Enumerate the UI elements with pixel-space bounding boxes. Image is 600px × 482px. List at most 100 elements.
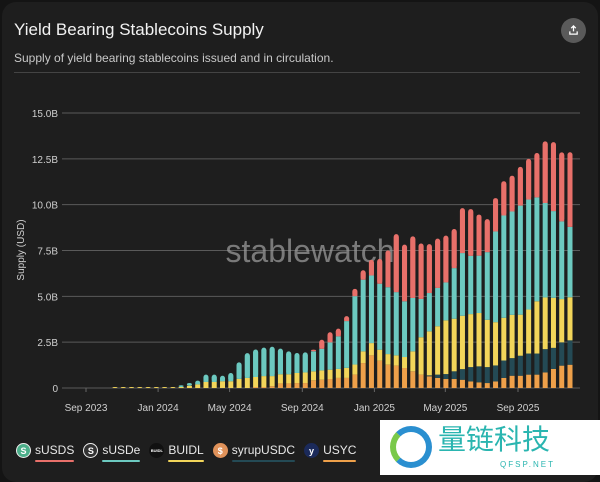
legend-label-text: sUSDS [35,443,75,457]
bar-segment-sUSDe-body [286,353,292,375]
bar-segment-sUSDe-body [277,351,283,375]
bar-segment-syrupUSDC [501,360,507,378]
bar-segment-sUSDe [377,283,383,350]
bar-segment-BUIDL [170,387,176,388]
bar-segment-USYC [493,381,499,388]
bar-segment-sUSDe [410,297,416,352]
bar-stack [186,383,192,388]
legend-item-BUIDL[interactable]: BUIDL BUIDL [149,441,204,462]
bar-stack [327,332,333,388]
bar-segment-BUIDL [129,387,135,388]
bar-segment-sUSDe [319,348,325,371]
bar-stack [534,152,540,388]
bar-segment-BUIDL [253,377,259,388]
bar-stack [145,387,151,388]
bar-segment-syrupUSDC [550,347,556,369]
bar-stack [269,346,275,388]
bar-segment-sUSDe-body [244,355,250,378]
bar-stack [302,352,308,388]
bar-segment-sUSDS-body [542,143,548,204]
bar-segment-sUSDe [567,226,573,298]
share-button[interactable] [561,18,586,43]
bar-segment-BUIDL [344,367,350,378]
bar-segment-syrupUSDC [559,342,565,366]
bar-segment-USYC [501,377,507,388]
bar-segment-USYC [534,374,540,388]
bar-segment-USYC [377,360,383,388]
bar-segment-sUSDe [559,221,565,300]
bar-segment-USYC [335,377,341,388]
bar-segment-sUSDe [360,279,366,352]
bar-stack [112,387,118,388]
legend-item-USYC[interactable]: y USYC [304,441,357,462]
bar-segment-BUIDL [286,374,292,384]
bar-segment-sUSDe [443,282,449,321]
bar-segment-USYC [402,368,408,388]
x-tick-label: Jan 2025 [354,403,396,414]
bar-segment-syrupUSDC [426,375,432,377]
bar-segment-sUSDS-body [517,169,523,206]
bar-segment-syrupUSDC [567,340,573,365]
x-tick-label: May 2025 [423,403,467,414]
bar-segment-sUSDe [418,298,424,338]
bar-segment-BUIDL [493,322,499,366]
bar-segment-USYC [418,374,424,388]
bar-segment-sUSDe-body [253,352,259,377]
bar-segment-sUSDS [311,349,317,352]
bar-segment-sUSDS-body [451,231,457,269]
bar-segment-sUSDe [352,296,358,365]
bar-segment-USYC [393,365,399,388]
bar-segment-sUSDS-body [327,334,333,343]
bar-segment-BUIDL [501,317,507,361]
bar-segment-USYC [344,377,350,388]
bar-segment-sUSDe [509,211,515,315]
bar-segment-USYC [294,383,300,388]
bar-segment-USYC [277,383,283,388]
bar-segment-sUSDS-body [344,318,350,322]
bar-segment-BUIDL [277,374,283,384]
chart-watermark: stablewatch [226,233,395,269]
x-tick-label: Jan 2024 [138,403,180,414]
bar-segment-BUIDL [426,331,432,376]
legend-label: BUIDL [168,443,204,462]
bar-segment-USYC [426,376,432,388]
bar-segment-sUSDe [368,275,374,344]
bar-stack [559,152,565,388]
bar-segment-sUSDe [393,292,399,356]
bar-segment-sUSDS-body [459,210,465,254]
bar-segment-BUIDL [261,376,267,388]
bar-stack [277,348,283,388]
bar-stack [517,166,523,388]
bar-segment-sUSDe-body [294,355,300,373]
bar-segment-USYC [559,365,565,388]
bar-stack [311,349,317,388]
bar-segment-sUSDS-body [418,246,424,299]
bar-segment-sUSDS-body [368,262,374,276]
bar-segment-BUIDL [484,319,490,368]
bar-segment-USYC [253,387,259,388]
bar-segment-sUSDe [534,197,540,302]
bar-segment-sUSDS-body [526,161,532,200]
bar-segment-sUSDS-body [335,331,341,337]
bar-segment-sUSDe-body [261,350,267,377]
y-tick-label: 15.0B [32,109,58,120]
y-tick-label: 7.5B [37,247,58,258]
bar-segment-USYC [468,381,474,388]
y-axis-label: Supply (USD) [16,219,27,280]
bar-stack [137,387,143,388]
bar-segment-USYC [368,355,374,388]
share-icon [569,25,578,35]
bar-segment-USYC [567,364,573,388]
bar-segment-USYC [550,368,556,388]
bar-stack [509,175,515,388]
susds-token-icon: S [16,443,31,458]
bar-segment-syrupUSDC [534,353,540,375]
bar-segment-syrupUSDC [484,367,490,384]
bar-segment-sUSDe [435,287,441,327]
legend-item-syrupUSDC[interactable]: $ syrupUSDC [212,441,296,462]
bar-stack [294,352,300,388]
bar-segment-sUSDe [402,301,408,358]
